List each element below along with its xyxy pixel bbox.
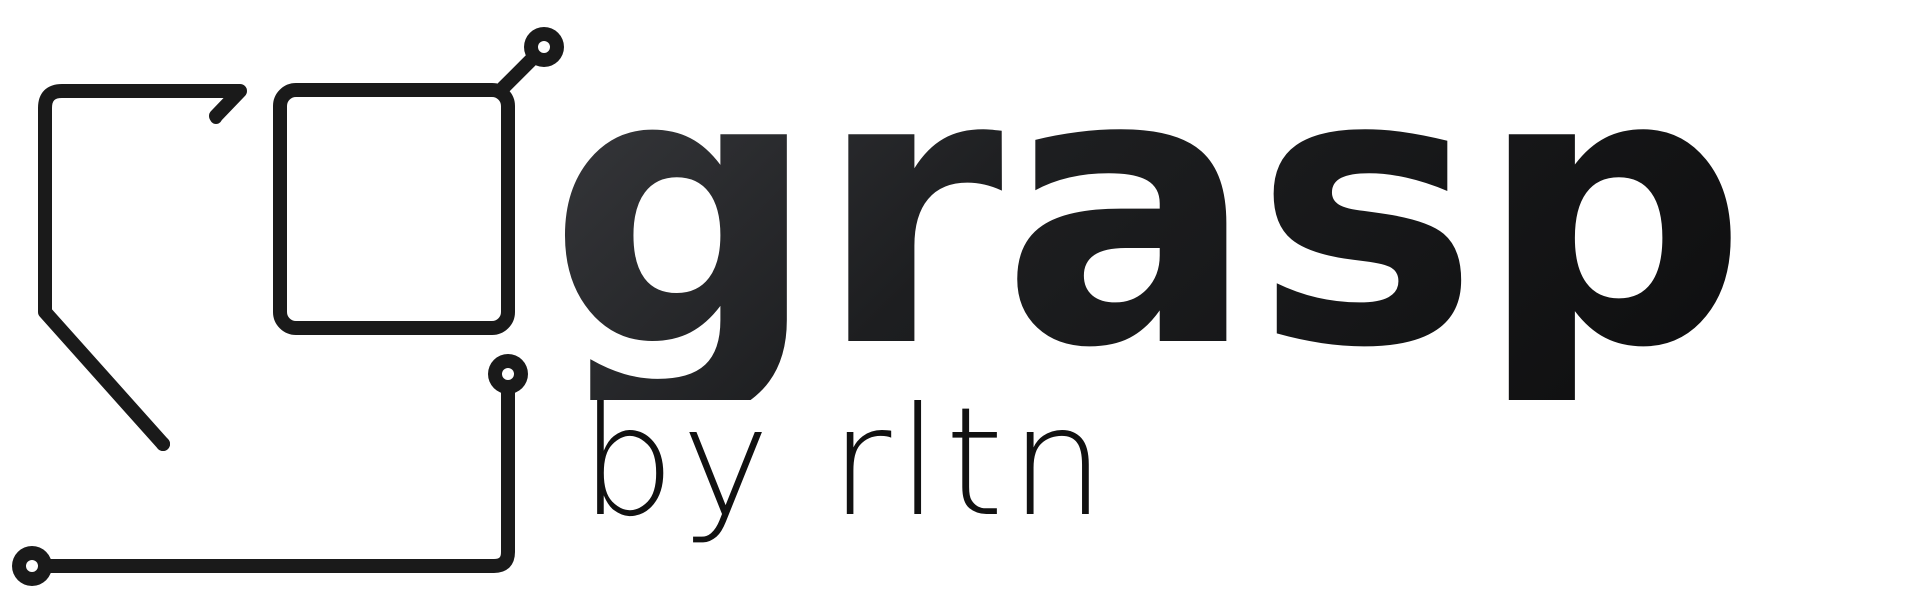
circuit-pad-tail xyxy=(210,112,222,124)
circuit-square xyxy=(273,83,515,335)
circuit-trace-bottom xyxy=(29,377,515,573)
circuit-pad-end xyxy=(156,437,170,451)
brand-byline: by rltn xyxy=(580,376,1111,550)
brand-wordmark: grasp xyxy=(548,0,1748,431)
circuit-trace-left xyxy=(38,84,247,451)
